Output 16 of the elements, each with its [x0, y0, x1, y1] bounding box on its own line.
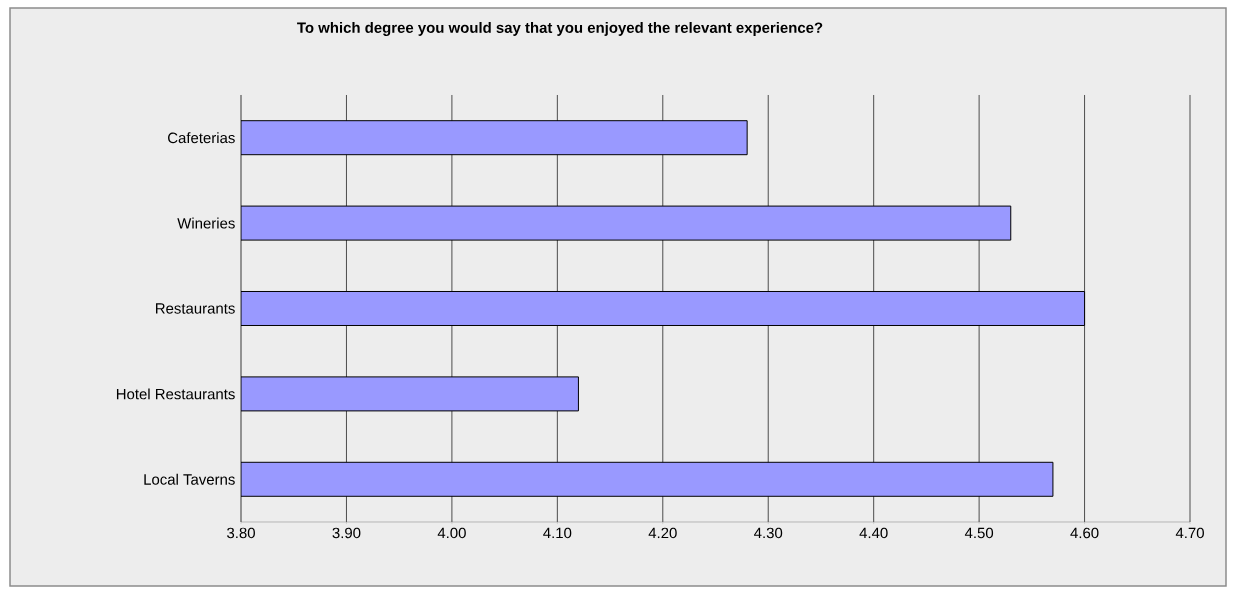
- x-tick-label: 4.60: [1070, 527, 1099, 539]
- y-tick-label: Cafeterias: [168, 132, 235, 144]
- y-tick-label: Local Taverns: [144, 473, 235, 485]
- x-tick-label: 4.50: [964, 527, 994, 539]
- x-tick-label: 4.70: [1175, 527, 1204, 539]
- x-tick-label: 4.10: [543, 527, 572, 539]
- y-tick-label: Restaurants: [156, 303, 235, 314]
- x-tick-label: 4.40: [859, 527, 888, 539]
- chart-title: To which degree you would say that you enjoyed the relevant experience?: [297, 21, 823, 36]
- x-tick-label: 3.90: [332, 527, 361, 539]
- y-tick-label: Hotel Restaurants: [116, 388, 235, 400]
- x-tick-label: 4.30: [754, 527, 783, 539]
- y-tick-label: Wineries: [177, 217, 235, 229]
- x-tick-label: 4.00: [437, 527, 466, 539]
- x-tick-label: 4.20: [648, 527, 677, 539]
- x-tick-label: 3.80: [227, 527, 255, 539]
